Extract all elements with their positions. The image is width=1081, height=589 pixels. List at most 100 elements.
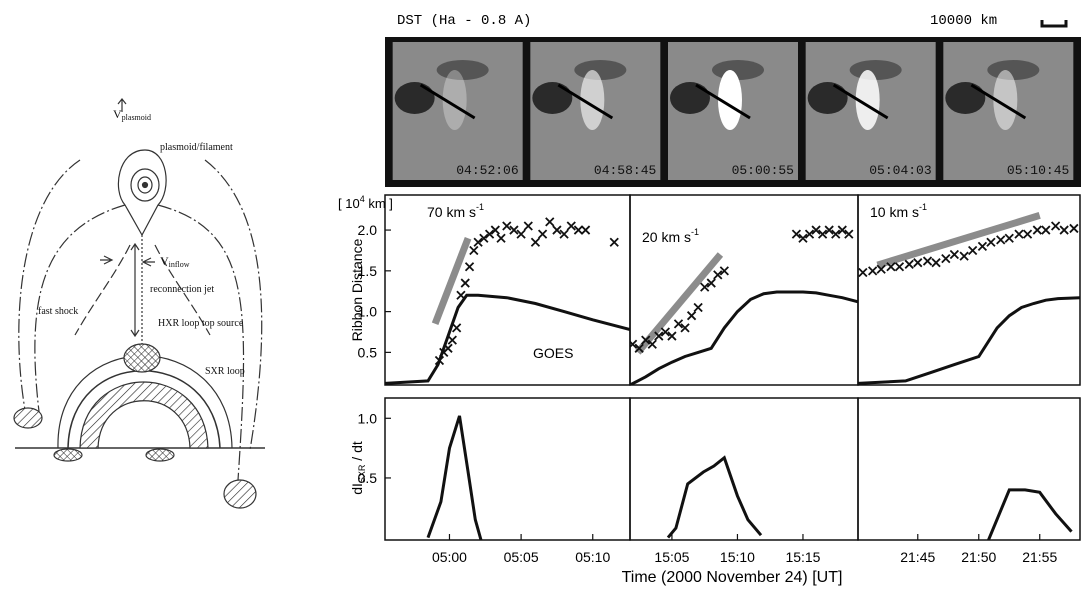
diagram-labels: Vplasmoid plasmoid/filament Vinflow reco… [38, 107, 245, 377]
y-axis-label: dISXR / dt [349, 441, 367, 495]
x-tick-label: 15:15 [785, 549, 820, 565]
label-text: V [113, 107, 122, 121]
dark-filament [712, 60, 764, 80]
label-text: dI [349, 483, 365, 495]
fit-line [431, 236, 472, 326]
data-point [719, 266, 729, 276]
x-tick-label: 05:00 [432, 549, 467, 565]
unit-exponent: 4 [360, 194, 365, 204]
data-line [858, 296, 1080, 385]
data-point [941, 253, 951, 264]
data-point [824, 225, 834, 235]
panel-frame [629, 194, 859, 386]
data-point [1004, 233, 1014, 243]
dark-region [945, 82, 986, 114]
speed-label: 10 km s-1 [870, 202, 927, 220]
data-point [1059, 225, 1069, 235]
slit [832, 83, 889, 120]
data-point [700, 282, 710, 292]
data-point [469, 245, 479, 256]
data-point [552, 225, 562, 235]
data-point [844, 229, 854, 239]
data-point [949, 249, 959, 260]
panel-frame [384, 397, 631, 541]
label-subscript: SXR [357, 464, 367, 483]
data-line [987, 488, 1073, 540]
data-point [502, 221, 512, 231]
y-tick-label: 1.0 [358, 410, 378, 426]
reconnection-diagram [13, 98, 265, 509]
dark-region [394, 82, 435, 114]
data-point [680, 323, 690, 333]
data-point [886, 262, 896, 272]
v-plasmoid-label: Vplasmoid [113, 107, 151, 122]
scale-label: 10000 km [930, 13, 997, 29]
data-point [986, 237, 996, 247]
data-point [460, 278, 470, 288]
unit-text: [ 10 [338, 196, 360, 211]
scale-bar [1040, 20, 1068, 28]
data-point [473, 237, 483, 247]
dark-region [532, 82, 573, 114]
annotation: GOES [533, 345, 573, 361]
dark-filament [436, 60, 489, 80]
dark-filament [987, 60, 1040, 80]
speed-text: 10 km s [870, 204, 919, 220]
data-point [913, 258, 923, 268]
data-point [837, 225, 847, 235]
data-point [686, 311, 697, 321]
speed-exponent: -1 [691, 227, 699, 237]
data-point [496, 233, 506, 243]
data-point [817, 229, 828, 239]
data-point [713, 270, 723, 280]
y-tick-label: 1.5 [358, 263, 378, 279]
data-point [1032, 225, 1042, 235]
data-point [580, 225, 591, 235]
image-time: 04:52:06 [456, 163, 518, 178]
speed-label: 70 km s-1 [427, 202, 484, 220]
dark-filament [849, 60, 902, 80]
image-title: DST (Ha - 0.8 A) [397, 13, 531, 29]
data-point [667, 331, 677, 341]
image-time: 04:58:45 [594, 163, 656, 178]
jet-label: reconnection jet [150, 284, 214, 295]
data-point [798, 233, 808, 243]
panel-frame [857, 397, 1081, 541]
speed-exponent: -1 [476, 202, 484, 212]
shock-label: fast shock [38, 306, 78, 317]
data-point [706, 278, 716, 288]
label-text: V [160, 254, 169, 268]
flare-ribbon [855, 70, 880, 130]
image-time: 05:10:45 [1007, 163, 1069, 178]
data-line [666, 455, 763, 539]
data-point [968, 245, 978, 256]
data-point [876, 264, 886, 274]
y-tick-label: 1.0 [358, 304, 378, 320]
data-point [1069, 223, 1079, 234]
dark-region [807, 82, 848, 114]
x-tick-label: 15:05 [654, 549, 689, 565]
data-point [693, 302, 703, 313]
flare-ribbon [580, 70, 605, 130]
label-subscript: plasmoid [122, 113, 151, 122]
x-tick-label: 05:05 [504, 549, 539, 565]
data-point [641, 335, 651, 345]
x-tick-label: 21:55 [1022, 549, 1057, 565]
data-point [868, 266, 878, 276]
data-point [791, 229, 802, 239]
x-axis-label: Time (2000 November 24) [UT] [622, 569, 843, 586]
label-text: / dt [349, 441, 365, 464]
fit-line [635, 252, 724, 355]
data-point [509, 225, 519, 235]
speed-text: 20 km s [642, 229, 691, 245]
data-point [452, 323, 462, 333]
data-point [904, 259, 914, 269]
data-point [479, 233, 489, 243]
dark-filament [574, 60, 627, 80]
x-tick-label: 15:10 [720, 549, 755, 565]
data-point [447, 335, 457, 345]
data-point [811, 225, 821, 235]
data-point [609, 237, 619, 247]
halpha-image: 05:00:55 [668, 42, 798, 180]
data-point [660, 327, 671, 337]
